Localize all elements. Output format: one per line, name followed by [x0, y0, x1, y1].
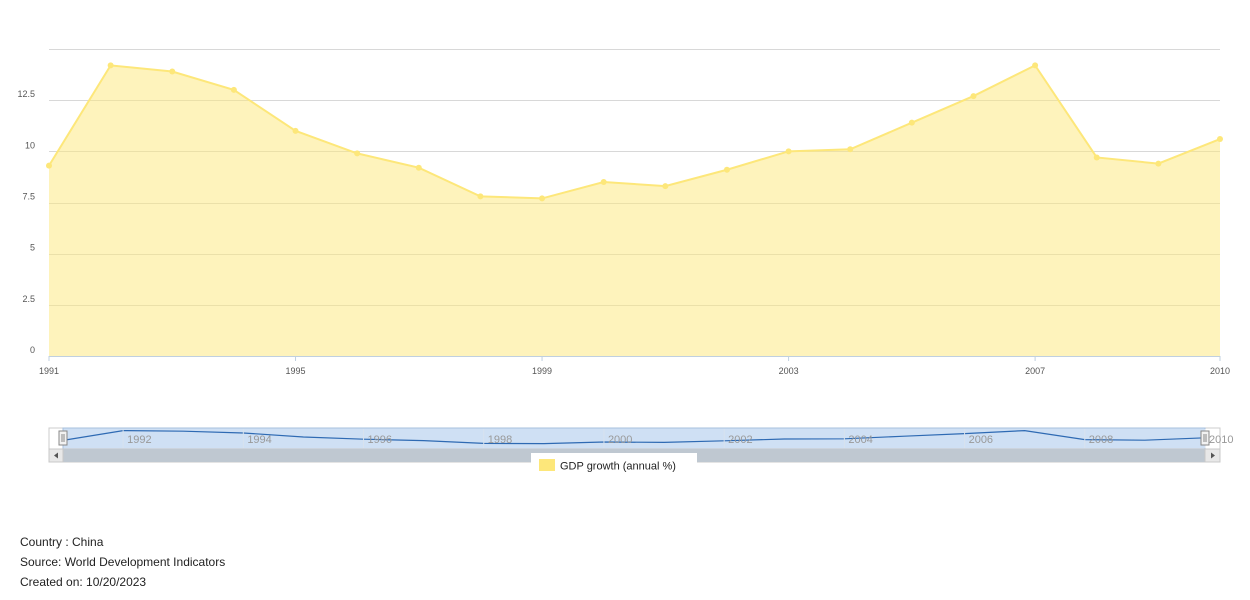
data-point: [230, 86, 237, 93]
y-tick-label: 5: [30, 243, 35, 253]
axes: 0 2.5 5 7.5 10 12.5 1991 1995 1999 2003 2007 2010: [17, 89, 1230, 376]
navigator-label: 2006: [969, 434, 993, 446]
data-point: [1155, 160, 1162, 167]
data-point: [908, 119, 915, 126]
y-tick-label: 12.5: [17, 89, 35, 99]
data-point: [415, 164, 422, 171]
y-tick-label: 7.5: [22, 192, 35, 202]
x-tick-label: 1999: [532, 366, 552, 376]
navigator-label: 1996: [368, 434, 392, 446]
footer-created: Created on: 10/20/2023: [20, 575, 147, 589]
x-tick-label: 1991: [39, 366, 59, 376]
navigator-label: 2004: [848, 434, 872, 446]
data-point: [662, 183, 669, 190]
y-tick-label: 10: [25, 140, 35, 150]
data-point: [1093, 154, 1100, 161]
legend[interactable]: GDP growth (annual %): [531, 453, 697, 477]
data-point: [46, 162, 52, 169]
data-point: [600, 179, 607, 186]
data-point: [292, 127, 299, 134]
footer-country: Country : China: [20, 535, 104, 549]
x-tick-label: 1995: [286, 366, 306, 376]
navigator-handle-left[interactable]: [58, 430, 68, 446]
navigator-label: 1998: [488, 434, 512, 446]
navigator-selection[interactable]: [62, 427, 1206, 450]
y-tick-label: 2.5: [22, 294, 35, 304]
navigator-line: [62, 429, 1206, 445]
legend-swatch: [539, 459, 555, 471]
y-tick-label: 0: [30, 345, 35, 355]
navigator-label: 1994: [247, 434, 271, 446]
series-area: [46, 62, 1223, 356]
arrow-right-icon: [1211, 452, 1215, 459]
navigator[interactable]: 1992 1994 1996 1998 2000 2002 2004 2006 2008 2010: [48, 427, 1233, 450]
legend-label[interactable]: GDP growth (annual %): [560, 461, 676, 473]
data-point: [354, 150, 361, 157]
legend-background: [531, 453, 697, 477]
x-tick-label: 2007: [1025, 366, 1045, 376]
data-point: [970, 93, 977, 100]
navigator-label: 2002: [728, 434, 752, 446]
arrow-left-icon: [54, 452, 58, 459]
footer-source: Source: World Development Indicators: [20, 555, 226, 569]
data-point: [1032, 62, 1039, 69]
navigator-handle-right[interactable]: [1200, 430, 1210, 446]
chart-footer: Country : China Source: World Developmen…: [20, 532, 225, 592]
data-point: [1217, 136, 1223, 143]
navigator-label: 2010: [1209, 434, 1233, 446]
data-point: [477, 193, 484, 200]
series-line: [48, 64, 1221, 200]
x-tick-label: 2010: [1210, 366, 1230, 376]
data-point: [723, 166, 730, 173]
data-point: [785, 148, 792, 155]
navigator-series: 1992 1994 1996 1998 2000 2002 2004 2006 2008 2010: [62, 429, 1233, 448]
navigator-label: 1992: [127, 434, 151, 446]
navigator-label: 2000: [608, 434, 632, 446]
data-point: [107, 62, 114, 69]
data-point: [539, 195, 546, 202]
x-tick-label: 2003: [779, 366, 799, 376]
data-point: [847, 146, 854, 153]
series-area-fill: [49, 65, 1220, 356]
navigator-label: 2008: [1089, 434, 1113, 446]
data-point: [169, 68, 176, 75]
